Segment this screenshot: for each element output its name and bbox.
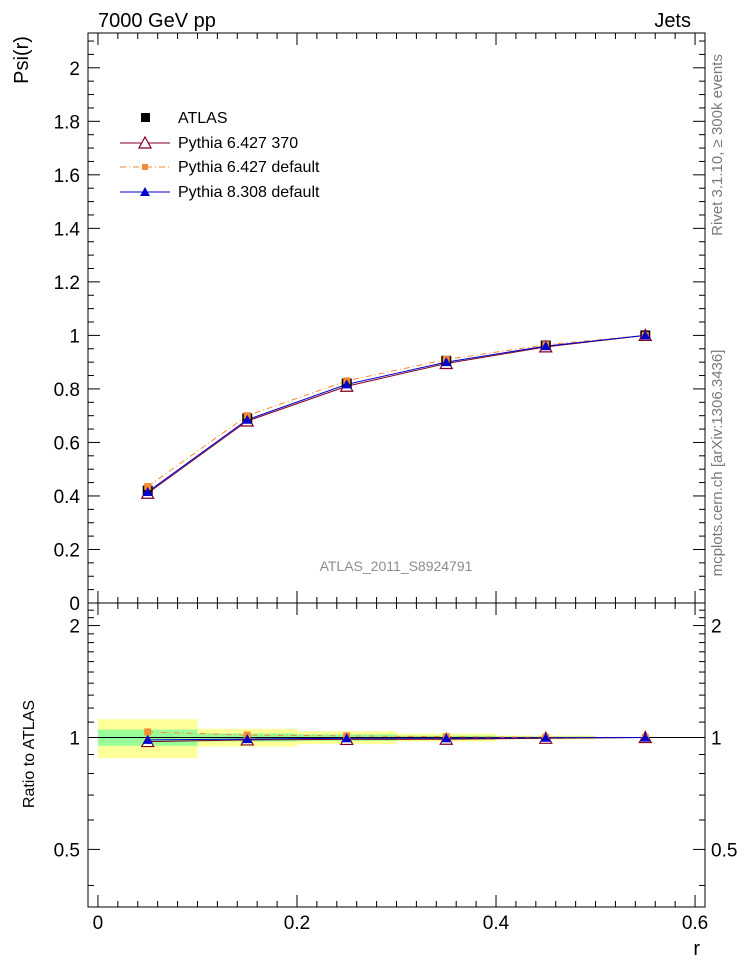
x-tick-label: 0.4 (483, 913, 510, 934)
legend-label-pythia6-370: Pythia 6.427 370 (178, 135, 298, 152)
ratio-line-1 (147, 731, 646, 738)
legend-marker-pythia6-default (142, 164, 148, 170)
mc-point (540, 341, 551, 351)
main-y-label: Psi(r) (11, 36, 33, 84)
mc-point (144, 483, 152, 491)
mc-point (441, 357, 452, 367)
mc-point (341, 379, 352, 389)
main-y-tick-label: 1.8 (54, 112, 80, 133)
header-left: 7000 GeV pp (98, 10, 216, 32)
legend-entry-pythia8-default: Pythia 8.308 default (120, 184, 320, 201)
ratio-point (242, 734, 253, 744)
main-y-tick-label: 2 (69, 59, 80, 80)
series-line-1 (147, 334, 646, 494)
mc-point (242, 414, 253, 424)
main-y-tick-label: 1 (69, 326, 80, 347)
x-axis-label: r (693, 938, 700, 960)
ratio-y-tick-label-right: 0.5 (711, 840, 737, 861)
main-y-tick-label: 0.8 (54, 380, 80, 401)
main-x-axis (97, 33, 696, 603)
legend: ATLAS Pythia 6.427 370 Pythia 6.427 defa… (120, 110, 320, 201)
ratio-series (140, 728, 653, 748)
x-tick-label: 0 (93, 913, 104, 934)
mcplots-label: mcplots.cern.ch [arXiv:1306.3436] (709, 350, 726, 577)
main-y-tick-label: 0 (69, 594, 80, 615)
ratio-point (540, 732, 551, 742)
ratio-panel: 0.5 0.5 1 1 2 2 Ratio to ATLAS (21, 602, 737, 908)
ratio-line-2 (147, 736, 646, 741)
x-tick-label: 0.6 (682, 913, 708, 934)
legend-label-pythia8-default: Pythia 8.308 default (178, 184, 320, 201)
legend-label-atlas: ATLAS (178, 110, 228, 127)
main-y-axis: 0 0.2 0.4 0.6 0.8 1 1.2 1.4 1.6 1.8 2 (54, 40, 705, 615)
ratio-y-tick-label-right: 2 (711, 617, 722, 638)
ratio-y-tick-label-right: 1 (711, 728, 722, 749)
main-y-tick-label: 0.2 (54, 540, 80, 561)
main-panel: 0 0.2 0.4 0.6 0.8 1 1.2 1.4 1.6 1.8 2 Psi(r) ATLAS… (11, 32, 706, 615)
mc-point (142, 486, 153, 496)
ratio-x-axis (97, 603, 696, 907)
main-series (140, 328, 653, 499)
series-line-2 (147, 334, 646, 487)
legend-entry-atlas: ATLAS (141, 110, 228, 127)
ratio-point (142, 734, 153, 744)
rivet-label: Rivet 3.1.10, ≥ 300k events (709, 54, 726, 236)
mc-point (640, 330, 651, 340)
ratio-point (341, 733, 352, 743)
legend-marker-atlas (141, 113, 150, 122)
ratio-point (441, 733, 452, 743)
ratio-y-axis: 0.5 0.5 1 1 2 2 (54, 609, 737, 886)
analysis-annotation: ATLAS_2011_S8924791 (320, 558, 473, 574)
main-y-tick-label: 0.4 (54, 487, 81, 508)
main-y-tick-label: 1.6 (54, 166, 80, 187)
ratio-y-label: Ratio to ATLAS (21, 700, 38, 808)
series-line-3 (147, 334, 646, 493)
x-tick-labels: 0 0.2 0.4 0.6 (93, 913, 709, 934)
main-y-tick-label: 1.2 (54, 273, 80, 294)
ratio-y-tick-label: 0.5 (54, 840, 80, 861)
header-right: Jets (654, 10, 691, 32)
main-y-tick-label: 0.6 (54, 433, 80, 454)
ratio-point (640, 732, 651, 742)
x-tick-label: 0.2 (284, 913, 310, 934)
ratio-y-tick-label: 2 (69, 617, 80, 638)
ratio-y-tick-label: 1 (69, 728, 80, 749)
legend-marker-pythia8-default (140, 187, 150, 196)
legend-label-pythia6-default: Pythia 6.427 default (178, 159, 320, 176)
legend-entry-pythia6-370: Pythia 6.427 370 (120, 135, 298, 152)
main-y-tick-label: 1.4 (54, 219, 81, 240)
legend-marker-pythia6-370 (137, 135, 153, 149)
ratio-point (144, 728, 152, 736)
legend-entry-pythia6-default: Pythia 6.427 default (120, 159, 320, 176)
